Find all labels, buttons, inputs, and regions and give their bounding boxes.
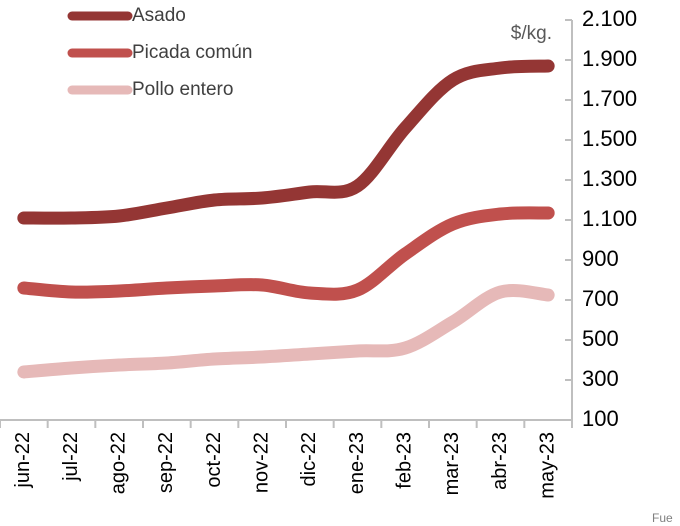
series-line	[17, 59, 555, 225]
y-tick-label: 700	[582, 286, 619, 311]
x-tick-label: sep-22	[155, 432, 177, 493]
x-tick-label: mar-23	[441, 432, 463, 495]
x-tick-label: ago-22	[107, 432, 129, 494]
y-axis-label: $/kg.	[511, 23, 552, 44]
x-tick-label: abr-23	[489, 432, 511, 490]
x-tick-label: ene-23	[346, 432, 368, 494]
x-tick-label: nov-22	[250, 432, 272, 493]
y-tick-label: 2.100	[582, 6, 637, 31]
y-tick-label: 1.300	[582, 166, 637, 191]
legend-label: Pollo entero	[132, 79, 233, 100]
y-tick-label: 1.500	[582, 126, 637, 151]
y-tick-label: 100	[582, 406, 619, 431]
x-tick-label: oct-22	[203, 432, 225, 488]
x-tick-label: feb-23	[393, 432, 415, 489]
x-tick-label: may-23	[536, 432, 558, 499]
legend-label: Picada común	[132, 42, 252, 63]
x-tick-label: dic-22	[298, 432, 320, 486]
source: Fue	[652, 511, 673, 525]
series-line	[17, 284, 555, 379]
y-tick-label: 1.900	[582, 46, 637, 71]
y-tick-label: 900	[582, 246, 619, 271]
legend-label: Asado	[132, 5, 186, 26]
y-tick-label: 500	[582, 326, 619, 351]
x-tick-label: jun-22	[12, 432, 34, 489]
y-tick-label: 1.700	[582, 86, 637, 111]
series-line	[17, 206, 555, 301]
y-tick-label: 300	[582, 366, 619, 391]
x-tick-label: jul-22	[60, 432, 82, 482]
y-tick-label: 1.100	[582, 206, 637, 231]
